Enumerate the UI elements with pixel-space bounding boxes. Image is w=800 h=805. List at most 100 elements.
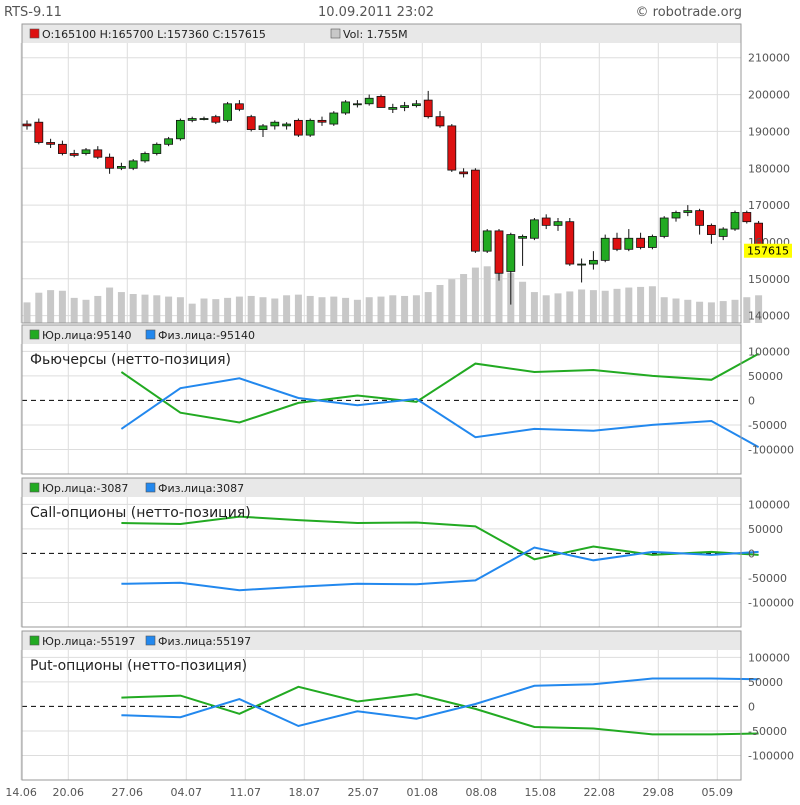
candle-body bbox=[69, 153, 79, 156]
volume-bar bbox=[696, 301, 704, 323]
y-tick-label: 170000 bbox=[748, 199, 790, 212]
volume-bar bbox=[530, 292, 538, 323]
y-tick-label: 200000 bbox=[748, 89, 790, 102]
candle-body bbox=[506, 234, 516, 272]
volume-bar bbox=[519, 281, 527, 323]
candle-body bbox=[541, 217, 551, 226]
x-tick-label: 14.06 bbox=[5, 786, 37, 799]
volume-bar bbox=[342, 297, 350, 323]
volume-bar bbox=[401, 295, 409, 323]
x-tick-label: 08.08 bbox=[466, 786, 498, 799]
volume-legend-text: Vol: 1.755M bbox=[343, 28, 408, 41]
y-tick-label: 100000 bbox=[748, 498, 790, 511]
volume-bar bbox=[58, 290, 66, 323]
candle-body bbox=[329, 112, 339, 125]
candle-body bbox=[282, 123, 292, 127]
y-tick-label: 50000 bbox=[748, 370, 783, 383]
x-tick-label: 11.07 bbox=[230, 786, 262, 799]
panel-frame bbox=[21, 477, 742, 628]
volume-bar bbox=[495, 266, 503, 323]
candle-body bbox=[105, 156, 114, 169]
panel-title: Фьючерсы (нетто-позиция) bbox=[30, 352, 231, 368]
legend-strip bbox=[22, 325, 741, 344]
volume-bar bbox=[436, 284, 444, 323]
candle-body bbox=[376, 96, 386, 108]
candle-body bbox=[199, 118, 209, 120]
legal-series-line bbox=[120, 352, 760, 424]
volume-bar bbox=[318, 297, 326, 323]
volume-bar bbox=[117, 292, 125, 323]
candle-body bbox=[612, 237, 622, 250]
volume-bar bbox=[755, 295, 763, 323]
physical-legend-text: Физ.лица:3087 bbox=[158, 482, 244, 495]
x-tick-label: 27.06 bbox=[112, 786, 144, 799]
panel-frames bbox=[21, 23, 742, 781]
legal-legend-text: Юр.лица:-3087 bbox=[42, 482, 128, 495]
volume-bar bbox=[601, 290, 609, 323]
x-tick-label: 15.08 bbox=[525, 786, 557, 799]
y-tick-label: -50000 bbox=[748, 725, 787, 738]
x-tick-label: 22.08 bbox=[584, 786, 616, 799]
datetime-label: 10.09.2011 23:02 bbox=[318, 5, 435, 20]
volume-bar bbox=[719, 301, 727, 323]
candle-body bbox=[718, 228, 728, 237]
volume-bar bbox=[129, 294, 137, 323]
y-tick-label: 100000 bbox=[748, 345, 790, 358]
volume-bar bbox=[70, 297, 78, 323]
y-tick-label: 0 bbox=[748, 547, 755, 560]
y-tick-label: -100000 bbox=[748, 596, 794, 609]
y-tick-label: 0 bbox=[748, 700, 755, 713]
legal-legend-text: Юр.лица:95140 bbox=[42, 329, 131, 342]
candle-body bbox=[352, 103, 362, 106]
candle-body bbox=[93, 149, 103, 158]
candle-body bbox=[388, 107, 398, 110]
volume-bar bbox=[106, 287, 114, 323]
candle-body bbox=[577, 263, 586, 266]
legend-strip bbox=[22, 478, 741, 497]
x-tick-label: 05.09 bbox=[702, 786, 734, 799]
x-tick-label: 20.06 bbox=[53, 786, 85, 799]
volume-bar bbox=[153, 295, 161, 323]
panel-frame bbox=[21, 630, 742, 781]
candle-body bbox=[293, 119, 303, 136]
volume-bar bbox=[660, 297, 668, 323]
volume-bar bbox=[412, 295, 420, 323]
volume-bar bbox=[471, 267, 479, 323]
candle-body bbox=[565, 221, 575, 265]
candle-body bbox=[234, 103, 244, 110]
volume-bar bbox=[578, 289, 586, 323]
candle-body bbox=[58, 143, 67, 154]
volume-bar bbox=[648, 286, 656, 323]
volume-bar bbox=[672, 298, 680, 323]
y-tick-label: -100000 bbox=[748, 749, 794, 762]
volume-bar bbox=[625, 287, 633, 323]
x-tick-label: 25.07 bbox=[348, 786, 380, 799]
volume-bar bbox=[542, 295, 550, 323]
candle-body bbox=[530, 219, 539, 239]
y-tick-label: -50000 bbox=[748, 419, 787, 432]
ohlc-legend-swatch bbox=[29, 28, 40, 39]
y-tick-label: -100000 bbox=[748, 443, 794, 456]
volume-bar bbox=[47, 290, 55, 323]
candle-body bbox=[258, 125, 268, 130]
site-label: © robotrade.org bbox=[635, 5, 742, 20]
y-tick-label: 50000 bbox=[748, 676, 783, 689]
y-tick-label: 100000 bbox=[748, 651, 790, 664]
legal-series-line bbox=[121, 685, 759, 736]
y-tick-label: 50000 bbox=[748, 523, 783, 536]
legal-series-line bbox=[121, 515, 759, 561]
volume-bar bbox=[94, 295, 102, 323]
volume-bar bbox=[283, 295, 291, 323]
physical-legend-text: Физ.лица:-95140 bbox=[158, 329, 255, 342]
candle-body bbox=[482, 230, 492, 252]
physical-legend-swatch bbox=[145, 482, 156, 493]
volume-bar bbox=[684, 299, 692, 323]
volume-bar bbox=[707, 302, 715, 323]
candle-body bbox=[164, 138, 174, 145]
candle-body bbox=[211, 116, 221, 123]
candle-body bbox=[470, 169, 480, 252]
candle-body bbox=[270, 121, 280, 127]
legal-legend-text: Юр.лица:-55197 bbox=[42, 635, 135, 648]
volume-bar bbox=[637, 286, 645, 323]
